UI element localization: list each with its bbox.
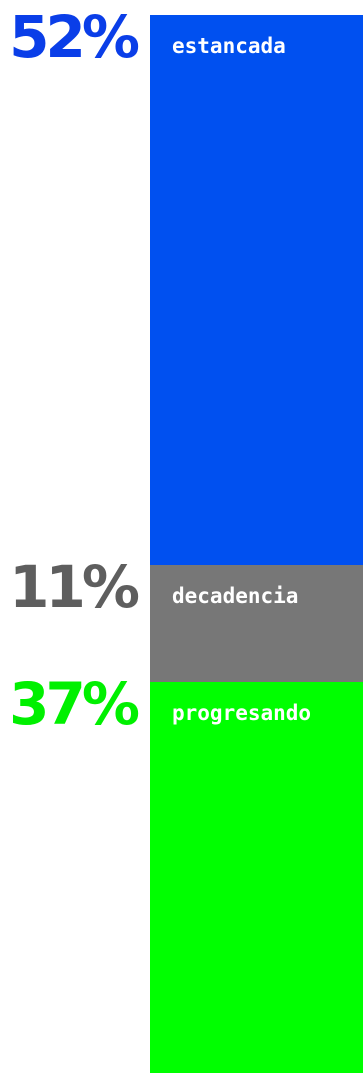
label-progresando: progresando [172, 701, 312, 725]
label-decadencia: decadencia [172, 584, 299, 608]
percent-decadencia: 11% [9, 553, 140, 621]
segment-estancada [150, 15, 363, 565]
segment-progresando [150, 682, 363, 1073]
percent-estancada: 52% [9, 3, 140, 71]
segment-decadencia [150, 565, 363, 682]
label-estancada: estancada [172, 34, 286, 58]
percent-progresando: 37% [9, 670, 140, 738]
